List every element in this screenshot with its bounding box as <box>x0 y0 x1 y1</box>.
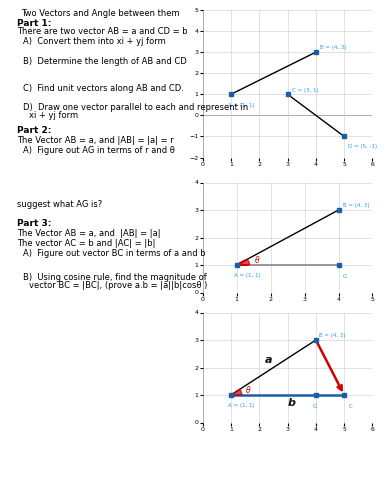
Text: B)  Determine the length of AB and CD: B) Determine the length of AB and CD <box>23 57 187 66</box>
Text: A = (1, 1): A = (1, 1) <box>228 103 255 108</box>
Text: $\theta$: $\theta$ <box>245 384 252 395</box>
Text: vector BC = |BC|, (prove a.b = |a||b|cosθ ): vector BC = |BC|, (prove a.b = |a||b|cos… <box>29 282 207 290</box>
Text: A)  Figure out AG in terms of r and θ: A) Figure out AG in terms of r and θ <box>23 146 175 155</box>
Text: B = (4, 3): B = (4, 3) <box>320 46 347 51</box>
Text: Part 3:: Part 3: <box>17 218 52 228</box>
Text: G: G <box>313 404 317 408</box>
Text: C)  Find unit vectors along AB and CD.: C) Find unit vectors along AB and CD. <box>23 84 184 93</box>
Text: Part 2:: Part 2: <box>17 126 52 135</box>
Text: B)  Using cosine rule, find the magnitude of: B) Using cosine rule, find the magnitude… <box>23 272 207 281</box>
Text: Part 1:: Part 1: <box>17 18 52 28</box>
Text: The Vector AB = a, and |AB| = |a| = r: The Vector AB = a, and |AB| = |a| = r <box>17 136 174 145</box>
Text: D)  Draw one vector parallel to each and represent in: D) Draw one vector parallel to each and … <box>23 102 249 112</box>
Text: a: a <box>265 356 273 366</box>
Text: C: C <box>348 404 352 408</box>
Text: Two Vectors and Angle between them: Two Vectors and Angle between them <box>21 9 180 18</box>
Text: There are two vector AB = a and CD = b: There are two vector AB = a and CD = b <box>17 28 188 36</box>
Text: G: G <box>343 274 347 278</box>
Polygon shape <box>231 389 242 395</box>
Text: B = (4, 3): B = (4, 3) <box>343 203 369 208</box>
Text: A = (1, 1): A = (1, 1) <box>234 274 261 278</box>
Text: The Vector AB = a, and  |AB| = |a|: The Vector AB = a, and |AB| = |a| <box>17 228 161 237</box>
Text: D = (5, -1): D = (5, -1) <box>348 144 378 148</box>
Text: The vector AC = b and |AC| = |b|: The vector AC = b and |AC| = |b| <box>17 238 156 248</box>
Text: B = (4, 3): B = (4, 3) <box>319 333 345 338</box>
Text: C = (3, 1): C = (3, 1) <box>292 88 318 92</box>
Text: b: b <box>288 398 296 408</box>
Text: $\theta$: $\theta$ <box>254 254 260 265</box>
Text: A = (1, 1): A = (1, 1) <box>228 404 255 408</box>
Text: A)  Figure out vector BC in terms of a and b: A) Figure out vector BC in terms of a an… <box>23 249 206 258</box>
Text: suggest what AG is?: suggest what AG is? <box>17 200 103 209</box>
Text: xi + yj form: xi + yj form <box>29 111 78 120</box>
Text: A)  Convert them into xi + yj form: A) Convert them into xi + yj form <box>23 38 166 46</box>
Polygon shape <box>237 259 249 265</box>
